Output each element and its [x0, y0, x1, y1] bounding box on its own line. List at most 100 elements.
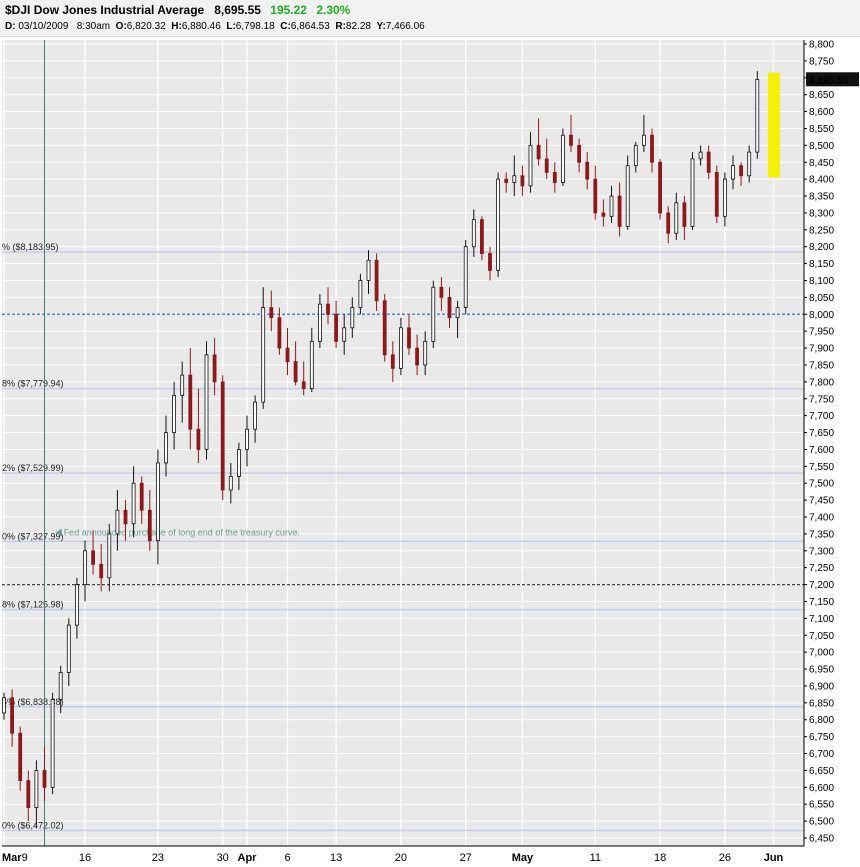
candle [577, 138, 581, 173]
candle-body [50, 699, 55, 788]
y-tick-label: 7,200 [809, 580, 834, 591]
candle [334, 300, 339, 349]
candle [269, 290, 274, 332]
candle [496, 172, 501, 278]
y-tick-label: 8,650 [809, 90, 834, 101]
candle-body [390, 354, 395, 369]
y-tick-label: 7,150 [809, 597, 834, 608]
candle [390, 341, 395, 382]
candle-body [471, 219, 476, 248]
candle-body [334, 313, 339, 342]
candle [617, 182, 622, 237]
candle [261, 287, 266, 409]
candle-body [642, 134, 646, 146]
candle [131, 466, 136, 538]
candle-body [731, 165, 735, 180]
candle-body [593, 178, 598, 214]
high-value: 6,880.46 [181, 21, 221, 32]
candle-body [358, 280, 363, 308]
candle-body [577, 144, 581, 163]
y-tick-label: 8,100 [809, 276, 834, 287]
candle-body [58, 672, 63, 700]
candle [139, 476, 144, 524]
candle-body [139, 482, 144, 511]
candle-body [164, 432, 168, 464]
candle-body [42, 770, 47, 788]
x-tick-label: 20 [395, 852, 407, 864]
candle [569, 114, 573, 153]
candle [674, 192, 679, 240]
plot-area [2, 40, 804, 846]
y-tick-label: 8,350 [809, 192, 834, 203]
candle-body [366, 259, 371, 281]
x-tick-label: 16 [79, 852, 91, 864]
candle [172, 381, 177, 450]
candle-body [220, 381, 225, 491]
y-tick-label: 8,750 [809, 56, 834, 67]
candle-body [180, 374, 185, 396]
candle [58, 665, 63, 713]
y-tick-label: 7,500 [809, 479, 834, 490]
candle-body [520, 175, 525, 187]
candle-body [277, 317, 282, 349]
candle-body [674, 202, 679, 234]
candle [447, 287, 452, 328]
candle-body [123, 509, 128, 525]
y-tick-label: 7,850 [809, 360, 834, 371]
candle-body [528, 144, 533, 187]
x-tick-label: 13 [330, 852, 342, 864]
candle-body [625, 165, 630, 227]
last-price-label: 8,695.55 [809, 75, 848, 86]
y-tick-label: 7,550 [809, 462, 834, 473]
y-tick-label: 7,100 [809, 614, 834, 625]
candle [301, 361, 306, 396]
candle-body [633, 144, 638, 167]
candle-body [463, 246, 468, 308]
x-tick-label: 27 [460, 852, 472, 864]
candle [293, 341, 298, 386]
candle [463, 239, 468, 315]
yesterday-value: 7,466.06 [385, 21, 425, 32]
candle-body [228, 476, 233, 491]
x-tick-label: 23 [152, 852, 164, 864]
candle-body [552, 171, 557, 183]
candle [326, 287, 330, 325]
candle-body [723, 178, 727, 217]
candle [66, 618, 71, 686]
symbol: $DJI [5, 3, 31, 17]
candle-body [66, 624, 71, 673]
candle-body [496, 178, 501, 271]
y-tick-label: 8,300 [809, 208, 834, 219]
y-tick-label: 8,600 [809, 107, 834, 118]
candle [682, 196, 687, 240]
candle [755, 71, 760, 159]
candle-body [253, 401, 258, 430]
candle [633, 141, 638, 173]
price-change-pct: 2.30% [316, 3, 351, 17]
candle-body [755, 79, 760, 153]
candle-body [2, 697, 6, 714]
candle [285, 327, 290, 376]
candle [164, 415, 168, 477]
candle-body [488, 253, 492, 271]
candle [75, 577, 79, 639]
candle-body [407, 327, 411, 349]
fib-label: % ($8,183.95) [2, 242, 59, 252]
x-tick-label: May [512, 852, 534, 864]
candle-body [172, 394, 177, 433]
fib-label: 8% ($7,779.94) [2, 379, 64, 389]
candle-body [350, 307, 355, 329]
fib-label: 2% ($7,529.99) [2, 463, 64, 473]
y-tick-label: 8,000 [809, 310, 834, 321]
y-tick-label: 7,750 [809, 394, 834, 405]
candle [479, 216, 484, 261]
candle [212, 337, 217, 396]
candle [585, 152, 590, 190]
candle-body [415, 347, 420, 366]
candle-body [212, 354, 217, 383]
candle-body [682, 202, 687, 227]
y-tick-label: 8,200 [809, 242, 834, 253]
candle [723, 172, 727, 227]
close-value: 6,864.53 [290, 21, 330, 32]
candle-body [512, 175, 517, 183]
